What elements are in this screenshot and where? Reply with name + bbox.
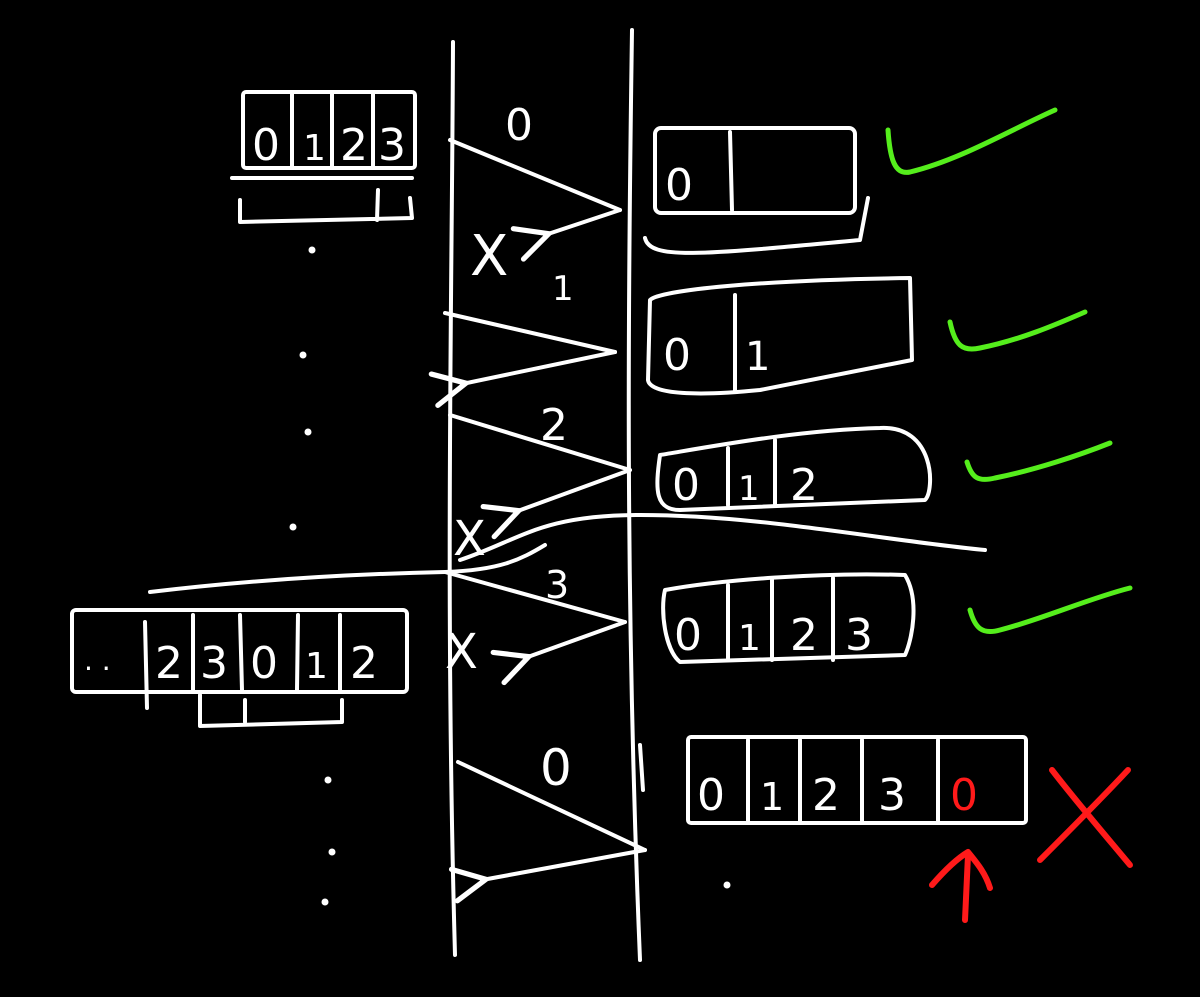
ack-4-return xyxy=(482,848,647,880)
receiver-buffer-2-cell-0: 0 xyxy=(663,330,691,381)
packet-1-send xyxy=(443,311,617,354)
window-boundary-lower xyxy=(148,543,547,594)
receiver-buffer-1-cell-0: 0 xyxy=(665,160,693,211)
receiver-buffer-5-cell-0: 0 xyxy=(697,770,725,821)
receiver-buffer-2-box xyxy=(646,276,914,396)
sender-timeline xyxy=(447,40,457,957)
sender-window-initial-box xyxy=(241,90,417,170)
receiver-buffer-3-cell-0: 0 xyxy=(672,460,700,511)
tick-near-receiver xyxy=(638,743,645,792)
sender-later-cell-3: 1 xyxy=(305,646,328,687)
packet-1-seq: 1 xyxy=(552,269,574,309)
error-pointer-arrow-icon xyxy=(929,849,993,923)
receiver-buffer-2-cell-1: 1 xyxy=(745,334,770,380)
receiver-buffer-3-cell-2: 2 xyxy=(790,460,818,511)
sender-initial-cell-0: 0 xyxy=(252,120,280,171)
ellipsis-dot xyxy=(308,246,316,254)
receiver-timeline xyxy=(626,28,642,962)
check-icon-4 xyxy=(967,585,1133,635)
packet-3-send xyxy=(443,570,627,624)
receiver-buffer-1-box xyxy=(653,126,857,215)
check-icon-1 xyxy=(885,107,1058,175)
receiver-buffer-4-cell-0: 0 xyxy=(674,610,702,661)
sender-window-initial-underline xyxy=(238,188,414,224)
check-icon-3 xyxy=(964,440,1113,482)
sender-initial-cell-3: 3 xyxy=(378,120,406,171)
sender-later-divider xyxy=(238,613,244,692)
receiver-buffer-4-cell-1: 1 xyxy=(738,618,761,659)
sender-later-divider xyxy=(295,613,300,692)
receiver-buffer-5-cell-3: 3 xyxy=(878,770,906,821)
ack-2-return xyxy=(515,468,632,512)
receiver-buffer-5-cell-4: 0 xyxy=(950,770,978,821)
ellipsis-dot xyxy=(324,776,332,784)
ack-0-lost-marker: X xyxy=(470,224,508,289)
ellipsis-dot xyxy=(723,881,731,889)
sender-later-cell-4: 2 xyxy=(350,638,378,689)
receiver-buffer-5-box xyxy=(686,735,1028,825)
receiver-buffer-3-box xyxy=(655,425,932,512)
receiver-buffer-1-divider xyxy=(728,130,734,212)
receiver-buffer-5-cell-1: 1 xyxy=(760,775,784,819)
ack-0-return xyxy=(545,208,622,235)
packet-0-seq: 0 xyxy=(505,100,533,151)
sender-later-divider xyxy=(143,620,149,710)
receiver-buffer-4-cell-2: 2 xyxy=(790,610,818,661)
ack-3-lost-marker: X xyxy=(445,624,478,680)
receiver-buffer-4-cell-3: 3 xyxy=(845,610,873,661)
ellipsis-dot xyxy=(304,428,312,436)
receiver-buffer-1-bracket xyxy=(643,196,870,255)
ellipsis-dot xyxy=(321,898,329,906)
sender-later-prefix: · · xyxy=(84,652,111,685)
ack-1-return xyxy=(462,350,617,384)
sender-window-later-box xyxy=(70,608,409,694)
error-cross-icon xyxy=(1037,767,1133,868)
ellipsis-dot xyxy=(328,848,336,856)
sender-initial-cell-1: 1 xyxy=(303,128,326,169)
receiver-buffer-5-cell-2: 2 xyxy=(812,770,840,821)
check-icon-2 xyxy=(947,309,1088,352)
sender-later-cell-1: 3 xyxy=(200,638,228,689)
sender-window-later-underline xyxy=(198,693,344,728)
ellipsis-dot xyxy=(299,351,307,359)
packet-4-send xyxy=(456,760,647,852)
packet-2-seq: 2 xyxy=(540,400,568,451)
packet-0-send xyxy=(448,138,622,212)
ellipsis-dot xyxy=(289,523,297,531)
packet-3-seq: 3 xyxy=(545,563,569,607)
receiver-buffer-4-box xyxy=(661,572,916,664)
sender-later-cell-2: 0 xyxy=(250,638,278,689)
packet-4-seq: 0 xyxy=(540,739,572,797)
sender-initial-cell-2: 2 xyxy=(340,120,368,171)
ack-2-lost-marker: X xyxy=(453,511,486,567)
ack-3-return xyxy=(525,620,627,658)
receiver-buffer-3-cell-1: 1 xyxy=(738,469,760,509)
packet-2-send xyxy=(448,413,632,472)
sender-later-cell-0: 2 xyxy=(155,638,183,689)
